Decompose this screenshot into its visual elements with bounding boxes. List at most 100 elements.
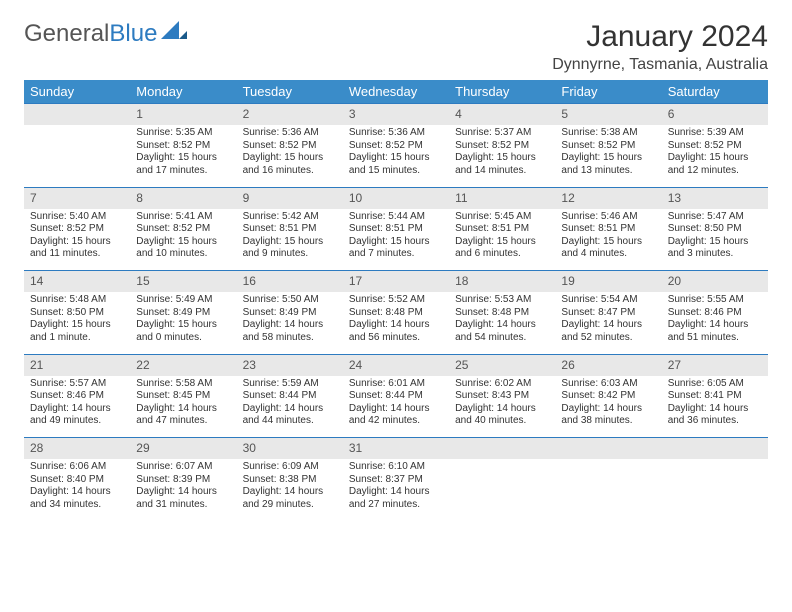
day-dl2: and 1 minute. (30, 332, 124, 345)
day-ss: Sunset: 8:52 PM (349, 140, 443, 153)
day-dl1: Daylight: 14 hours (243, 319, 337, 332)
day-dl2: and 58 minutes. (243, 332, 337, 345)
day-dl1: Daylight: 14 hours (668, 319, 762, 332)
weekday-header: Saturday (662, 80, 768, 104)
day-content-cell (449, 459, 555, 521)
day-dl1: Daylight: 14 hours (30, 403, 124, 416)
day-ss: Sunset: 8:39 PM (136, 474, 230, 487)
day-dl1: Daylight: 15 hours (136, 319, 230, 332)
day-ss: Sunset: 8:51 PM (243, 223, 337, 236)
day-number-row: 78910111213 (24, 187, 768, 209)
day-sr: Sunrise: 5:42 AM (243, 211, 337, 224)
day-sr: Sunrise: 6:03 AM (561, 378, 655, 391)
day-number-cell: 3 (343, 104, 449, 126)
logo: GeneralBlue (24, 20, 187, 48)
day-content-cell (24, 125, 130, 187)
day-dl1: Daylight: 15 hours (243, 152, 337, 165)
weekday-header: Wednesday (343, 80, 449, 104)
day-content-cell: Sunrise: 5:42 AMSunset: 8:51 PMDaylight:… (237, 209, 343, 271)
day-ss: Sunset: 8:52 PM (561, 140, 655, 153)
day-number-cell (662, 438, 768, 460)
day-ss: Sunset: 8:48 PM (455, 307, 549, 320)
day-dl2: and 31 minutes. (136, 499, 230, 512)
day-content-cell: Sunrise: 5:46 AMSunset: 8:51 PMDaylight:… (555, 209, 661, 271)
day-content-row: Sunrise: 5:48 AMSunset: 8:50 PMDaylight:… (24, 292, 768, 354)
day-ss: Sunset: 8:52 PM (668, 140, 762, 153)
day-dl1: Daylight: 14 hours (668, 403, 762, 416)
day-content-cell: Sunrise: 5:54 AMSunset: 8:47 PMDaylight:… (555, 292, 661, 354)
day-number-cell: 7 (24, 187, 130, 209)
day-number-cell: 30 (237, 438, 343, 460)
day-number-cell: 9 (237, 187, 343, 209)
day-content-cell: Sunrise: 6:09 AMSunset: 8:38 PMDaylight:… (237, 459, 343, 521)
day-number-cell: 15 (130, 271, 236, 293)
day-dl2: and 0 minutes. (136, 332, 230, 345)
day-content-cell: Sunrise: 5:55 AMSunset: 8:46 PMDaylight:… (662, 292, 768, 354)
day-sr: Sunrise: 5:52 AM (349, 294, 443, 307)
day-number-cell: 28 (24, 438, 130, 460)
weekday-header: Sunday (24, 80, 130, 104)
day-number-cell: 29 (130, 438, 236, 460)
day-number-cell (24, 104, 130, 126)
day-content-row: Sunrise: 5:57 AMSunset: 8:46 PMDaylight:… (24, 376, 768, 438)
day-ss: Sunset: 8:51 PM (561, 223, 655, 236)
day-sr: Sunrise: 5:36 AM (349, 127, 443, 140)
logo-text-2: Blue (109, 20, 157, 48)
day-ss: Sunset: 8:46 PM (30, 390, 124, 403)
day-number-cell: 23 (237, 354, 343, 376)
day-dl1: Daylight: 15 hours (243, 236, 337, 249)
day-content-cell: Sunrise: 5:59 AMSunset: 8:44 PMDaylight:… (237, 376, 343, 438)
day-content-cell: Sunrise: 6:03 AMSunset: 8:42 PMDaylight:… (555, 376, 661, 438)
day-number-cell: 5 (555, 104, 661, 126)
day-ss: Sunset: 8:50 PM (30, 307, 124, 320)
day-number-cell: 13 (662, 187, 768, 209)
day-content-row: Sunrise: 5:40 AMSunset: 8:52 PMDaylight:… (24, 209, 768, 271)
day-content-cell: Sunrise: 6:01 AMSunset: 8:44 PMDaylight:… (343, 376, 449, 438)
day-number-cell: 27 (662, 354, 768, 376)
day-number-cell: 11 (449, 187, 555, 209)
day-dl1: Daylight: 15 hours (455, 152, 549, 165)
day-dl2: and 40 minutes. (455, 415, 549, 428)
day-ss: Sunset: 8:49 PM (136, 307, 230, 320)
day-ss: Sunset: 8:40 PM (30, 474, 124, 487)
day-sr: Sunrise: 5:46 AM (561, 211, 655, 224)
day-number-cell: 21 (24, 354, 130, 376)
day-content-cell: Sunrise: 6:07 AMSunset: 8:39 PMDaylight:… (130, 459, 236, 521)
day-content-cell: Sunrise: 5:58 AMSunset: 8:45 PMDaylight:… (130, 376, 236, 438)
day-dl2: and 56 minutes. (349, 332, 443, 345)
day-ss: Sunset: 8:52 PM (455, 140, 549, 153)
day-dl1: Daylight: 15 hours (561, 236, 655, 249)
day-sr: Sunrise: 6:06 AM (30, 461, 124, 474)
day-ss: Sunset: 8:44 PM (243, 390, 337, 403)
weekday-header: Monday (130, 80, 236, 104)
day-number-cell: 14 (24, 271, 130, 293)
day-ss: Sunset: 8:51 PM (455, 223, 549, 236)
day-dl2: and 36 minutes. (668, 415, 762, 428)
day-ss: Sunset: 8:46 PM (668, 307, 762, 320)
day-ss: Sunset: 8:50 PM (668, 223, 762, 236)
day-dl2: and 12 minutes. (668, 165, 762, 178)
day-dl2: and 7 minutes. (349, 248, 443, 261)
day-ss: Sunset: 8:52 PM (136, 223, 230, 236)
day-content-cell: Sunrise: 5:39 AMSunset: 8:52 PMDaylight:… (662, 125, 768, 187)
day-dl2: and 54 minutes. (455, 332, 549, 345)
day-number-row: 14151617181920 (24, 271, 768, 293)
day-content-cell: Sunrise: 5:48 AMSunset: 8:50 PMDaylight:… (24, 292, 130, 354)
day-sr: Sunrise: 5:45 AM (455, 211, 549, 224)
day-sr: Sunrise: 5:53 AM (455, 294, 549, 307)
day-dl1: Daylight: 15 hours (349, 236, 443, 249)
day-dl1: Daylight: 14 hours (243, 486, 337, 499)
day-dl1: Daylight: 15 hours (455, 236, 549, 249)
day-dl1: Daylight: 14 hours (561, 403, 655, 416)
day-number-cell: 17 (343, 271, 449, 293)
day-number-cell: 26 (555, 354, 661, 376)
day-ss: Sunset: 8:44 PM (349, 390, 443, 403)
day-sr: Sunrise: 5:44 AM (349, 211, 443, 224)
day-sr: Sunrise: 5:55 AM (668, 294, 762, 307)
day-dl2: and 44 minutes. (243, 415, 337, 428)
day-sr: Sunrise: 5:35 AM (136, 127, 230, 140)
day-content-cell: Sunrise: 6:06 AMSunset: 8:40 PMDaylight:… (24, 459, 130, 521)
day-dl1: Daylight: 14 hours (136, 486, 230, 499)
day-content-cell: Sunrise: 5:37 AMSunset: 8:52 PMDaylight:… (449, 125, 555, 187)
day-dl2: and 11 minutes. (30, 248, 124, 261)
